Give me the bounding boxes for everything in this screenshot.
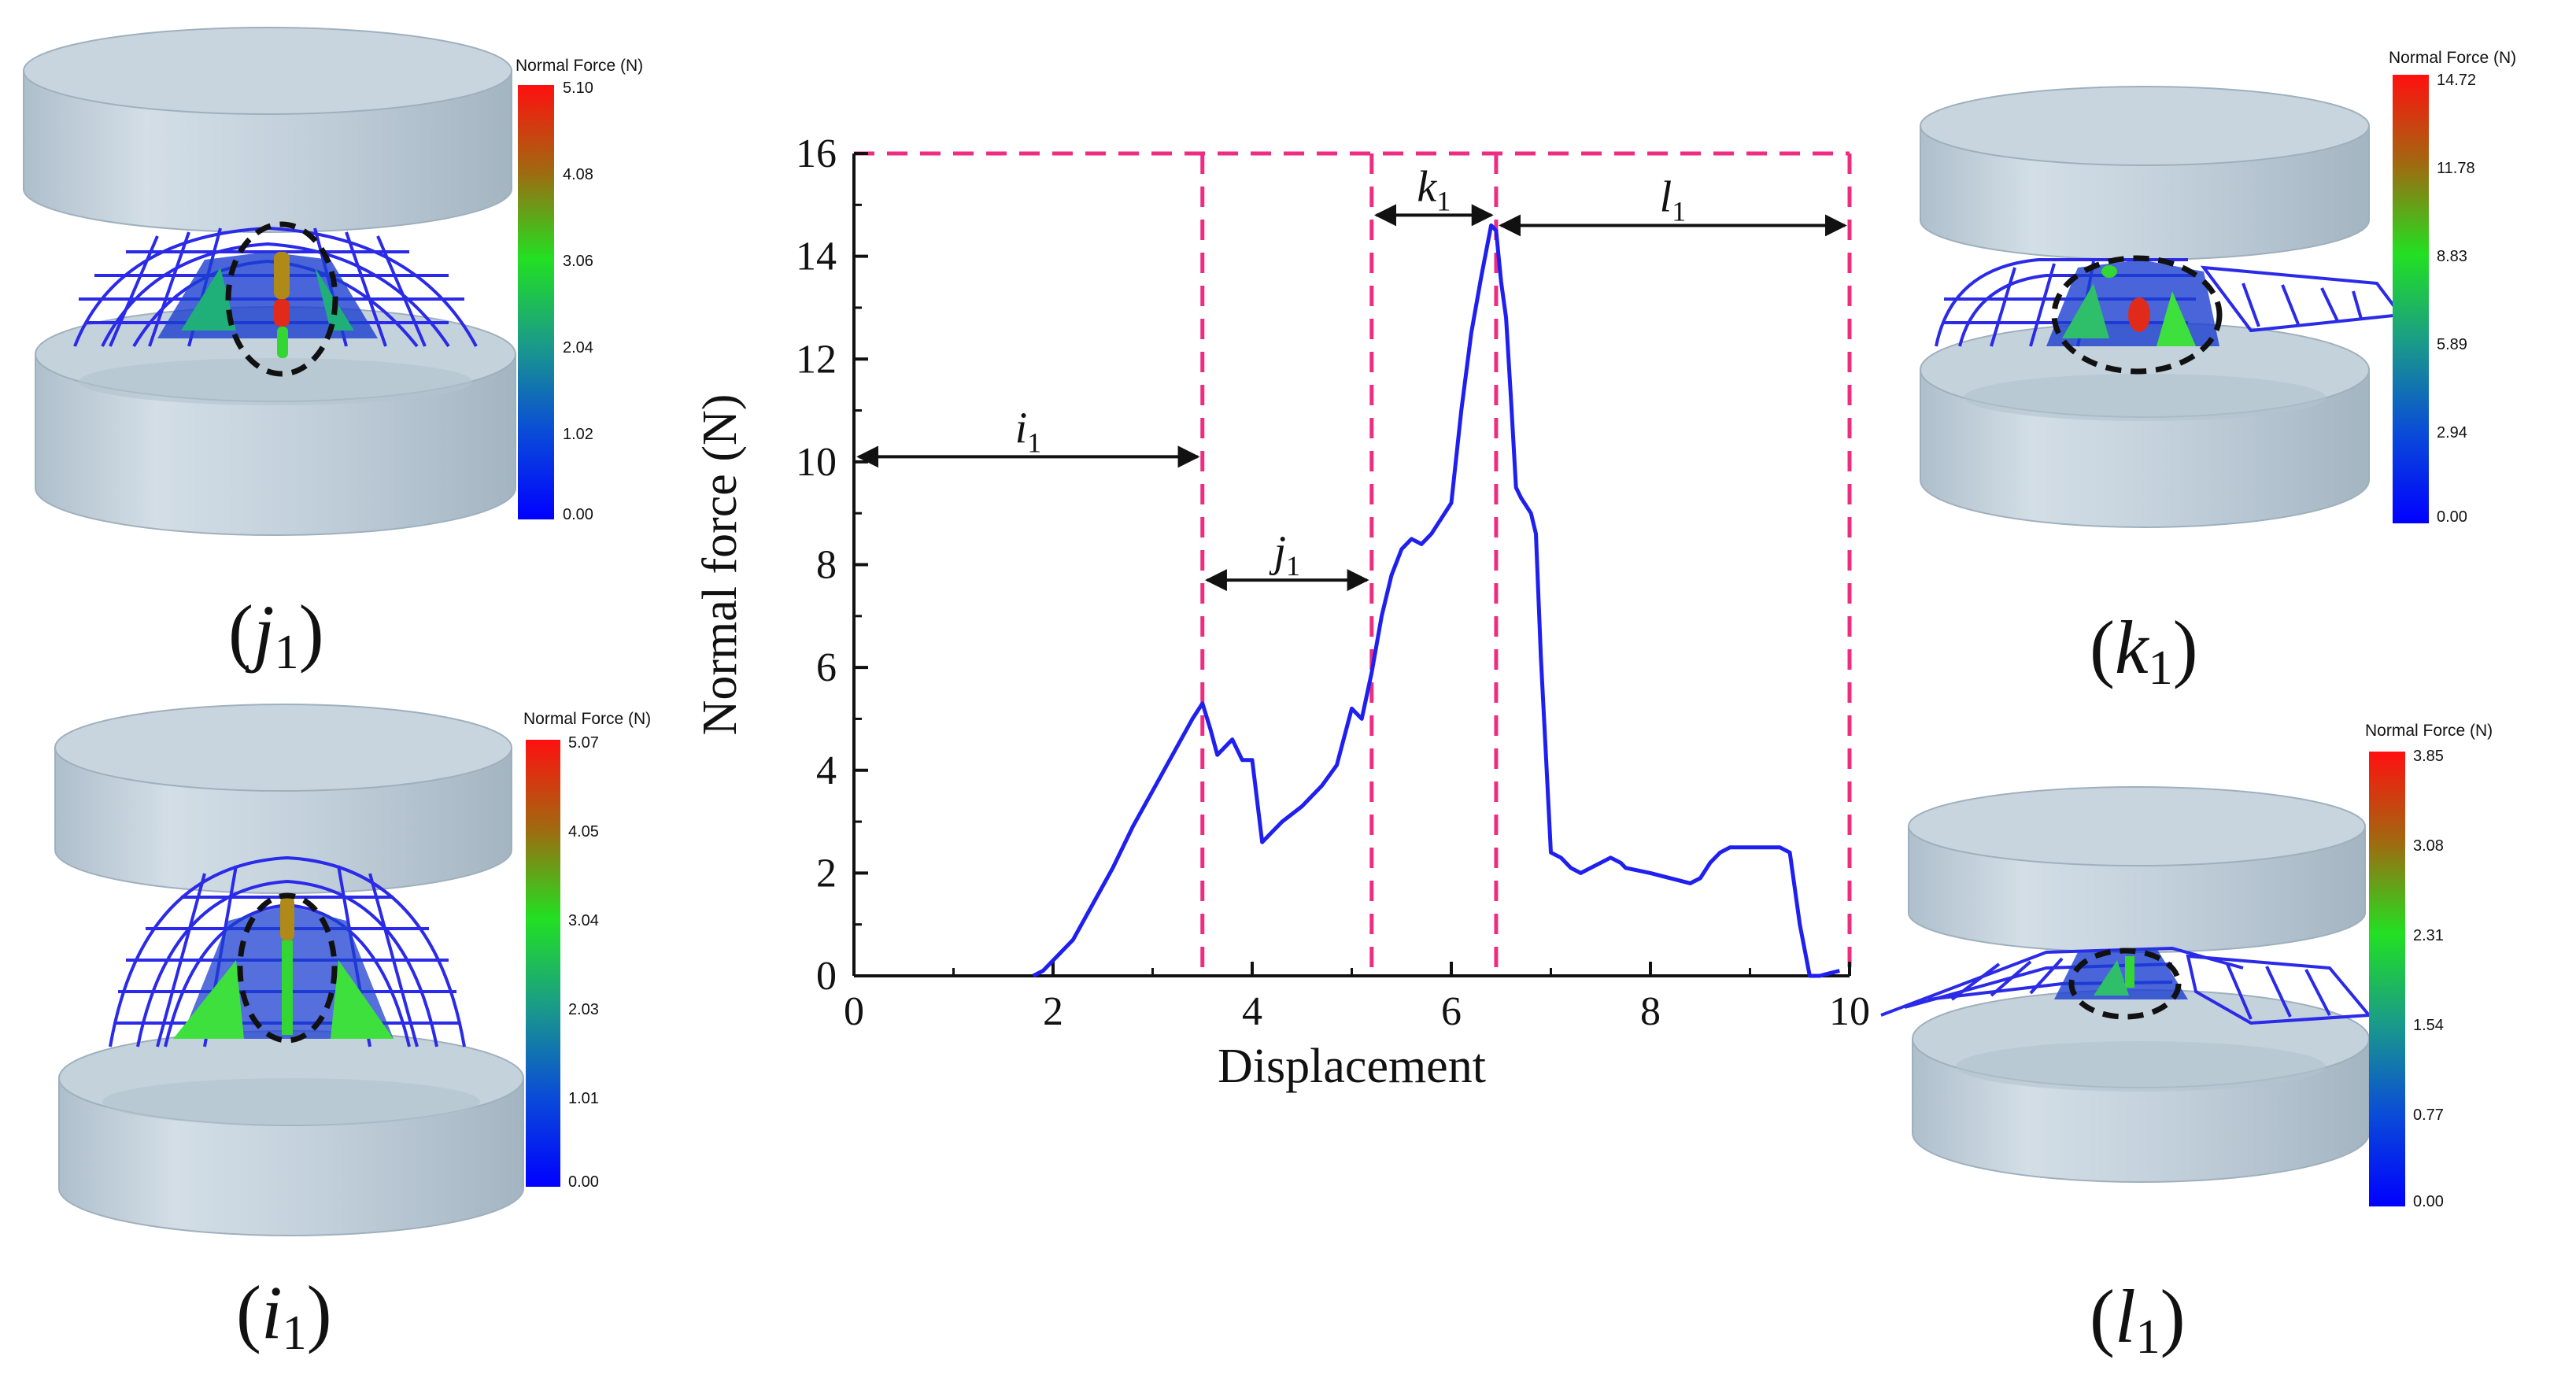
colorbar-tick: 2.04 (563, 339, 593, 357)
chart-series (1032, 223, 1840, 978)
y-tick-label: 0 (816, 954, 837, 999)
x-tick-label: 6 (1441, 989, 1462, 1034)
lower-platen (58, 1030, 524, 1236)
series-line (1032, 223, 1840, 978)
y-tick-label: 4 (816, 748, 837, 793)
colorbar-tick: 0.00 (568, 1173, 599, 1191)
colorbar-i1: Normal Force (N) 5.07 4.05 3.04 2.03 1.0… (523, 710, 651, 1191)
region-label: i1 (1015, 404, 1042, 458)
panel-i1: Normal Force (N) 5.07 4.05 3.04 2.03 1.0… (54, 704, 651, 1360)
colorbar-tick: 14.72 (2437, 72, 2476, 89)
y-axis-title: Normal force (N) (693, 394, 747, 736)
colorbar-tick: 3.06 (563, 253, 593, 270)
highlight-circle (237, 892, 338, 1044)
colorbar-title: Normal Force (N) (516, 57, 643, 75)
region-annotations: i1 j1 k1 l1 (856, 162, 1847, 592)
colorbar-gradient (518, 85, 554, 519)
mesh-contact-region (173, 897, 394, 1039)
colorbar-tick: 4.05 (568, 823, 599, 840)
upper-platen (1908, 786, 2366, 953)
panel-label-k1: (k1) (2090, 605, 2198, 695)
y-tick-label: 8 (816, 543, 837, 588)
colorbar-k1: Normal Force (N) 14.72 11.78 8.83 5.89 2… (2389, 49, 2516, 526)
panel-l1: Normal Force (N) 3.85 3.08 2.31 1.54 0.7… (1880, 722, 2493, 1364)
colorbar-tick: 2.94 (2437, 424, 2467, 441)
colorbar-tick: 0.00 (563, 506, 593, 523)
y-tick-label: 16 (796, 131, 837, 176)
colorbar-tick: 11.78 (2437, 160, 2475, 177)
lower-platen (1920, 322, 2370, 528)
y-tick-label: 14 (796, 235, 837, 279)
colorbar-tick: 0.00 (2413, 1193, 2444, 1210)
colorbar-tick: 5.10 (563, 79, 593, 97)
colorbar-j1: Normal Force (N) 5.10 4.08 3.06 2.04 1.0… (516, 57, 643, 523)
x-tick-label: 2 (1043, 989, 1063, 1034)
colorbar-title: Normal Force (N) (523, 710, 651, 728)
force-displacement-chart: 0 2 4 6 8 10 0 2 4 6 8 10 12 14 16 i1 j1 k1 l1 Displaceme… (693, 131, 1870, 1093)
panel-label-l1: (l1) (2090, 1274, 2186, 1364)
colorbar-gradient (526, 740, 560, 1187)
mesh-contact-region (2054, 948, 2188, 999)
colorbar-gradient (2369, 752, 2405, 1206)
colorbar-tick: 5.07 (568, 734, 599, 752)
highlight-circle (2051, 255, 2223, 375)
colorbar-gradient (2393, 75, 2429, 523)
colorbar-tick: 1.54 (2413, 1017, 2444, 1034)
colorbar-tick: 4.08 (563, 166, 593, 183)
highlight-circle (225, 221, 338, 377)
y-tick-label: 6 (816, 645, 837, 690)
x-axis-title: Displacement (1218, 1040, 1486, 1093)
panel-label-j1: (j1) (228, 589, 324, 679)
x-tick-label: 4 (1242, 989, 1262, 1034)
colorbar-tick: 0.00 (2437, 508, 2467, 526)
colorbar-tick: 3.04 (568, 912, 599, 929)
colorbar-l1: Normal Force (N) 3.85 3.08 2.31 1.54 0.7… (2365, 722, 2493, 1210)
panel-k1: Normal Force (N) 14.72 11.78 8.83 5.89 2… (1920, 49, 2516, 695)
panel-label-i1: (i1) (236, 1270, 332, 1360)
upper-platen (23, 27, 512, 233)
x-tick-label: 8 (1640, 989, 1661, 1034)
chart-axes: 0 2 4 6 8 10 0 2 4 6 8 10 12 14 16 (796, 131, 1870, 1034)
upper-platen (1920, 86, 2370, 260)
colorbar-tick: 3.85 (2413, 748, 2444, 765)
region-boundaries (854, 151, 1852, 976)
colorbar-tick: 8.83 (2437, 248, 2467, 265)
colorbar-tick: 1.02 (563, 426, 593, 443)
colorbar-tick: 2.03 (568, 1001, 599, 1018)
colorbar-title: Normal Force (N) (2389, 49, 2516, 67)
y-tick-label: 12 (796, 337, 837, 382)
colorbar-tick: 3.08 (2413, 837, 2444, 855)
colorbar-tick: 0.77 (2413, 1106, 2444, 1124)
x-tick-label: 0 (844, 989, 864, 1034)
lower-platen (1912, 989, 2370, 1183)
mesh-contact-region (157, 252, 378, 358)
highlight-circle (2068, 948, 2182, 1020)
colorbar-tick: 1.01 (568, 1090, 599, 1107)
upper-platen (54, 704, 512, 894)
region-label: l1 (1660, 172, 1687, 227)
region-label: k1 (1417, 162, 1451, 216)
colorbar-tick: 2.31 (2413, 927, 2444, 944)
colorbar-tick: 5.89 (2437, 336, 2467, 353)
colorbar-title: Normal Force (N) (2365, 722, 2493, 740)
region-label: j1 (1269, 527, 1300, 582)
y-tick-label: 2 (816, 851, 837, 896)
panel-j1: Normal Force (N) 5.10 4.08 3.06 2.04 1.0… (23, 27, 643, 679)
x-tick-label: 10 (1829, 989, 1870, 1034)
mesh-contact-region (2046, 260, 2219, 346)
y-tick-label: 10 (796, 440, 837, 485)
